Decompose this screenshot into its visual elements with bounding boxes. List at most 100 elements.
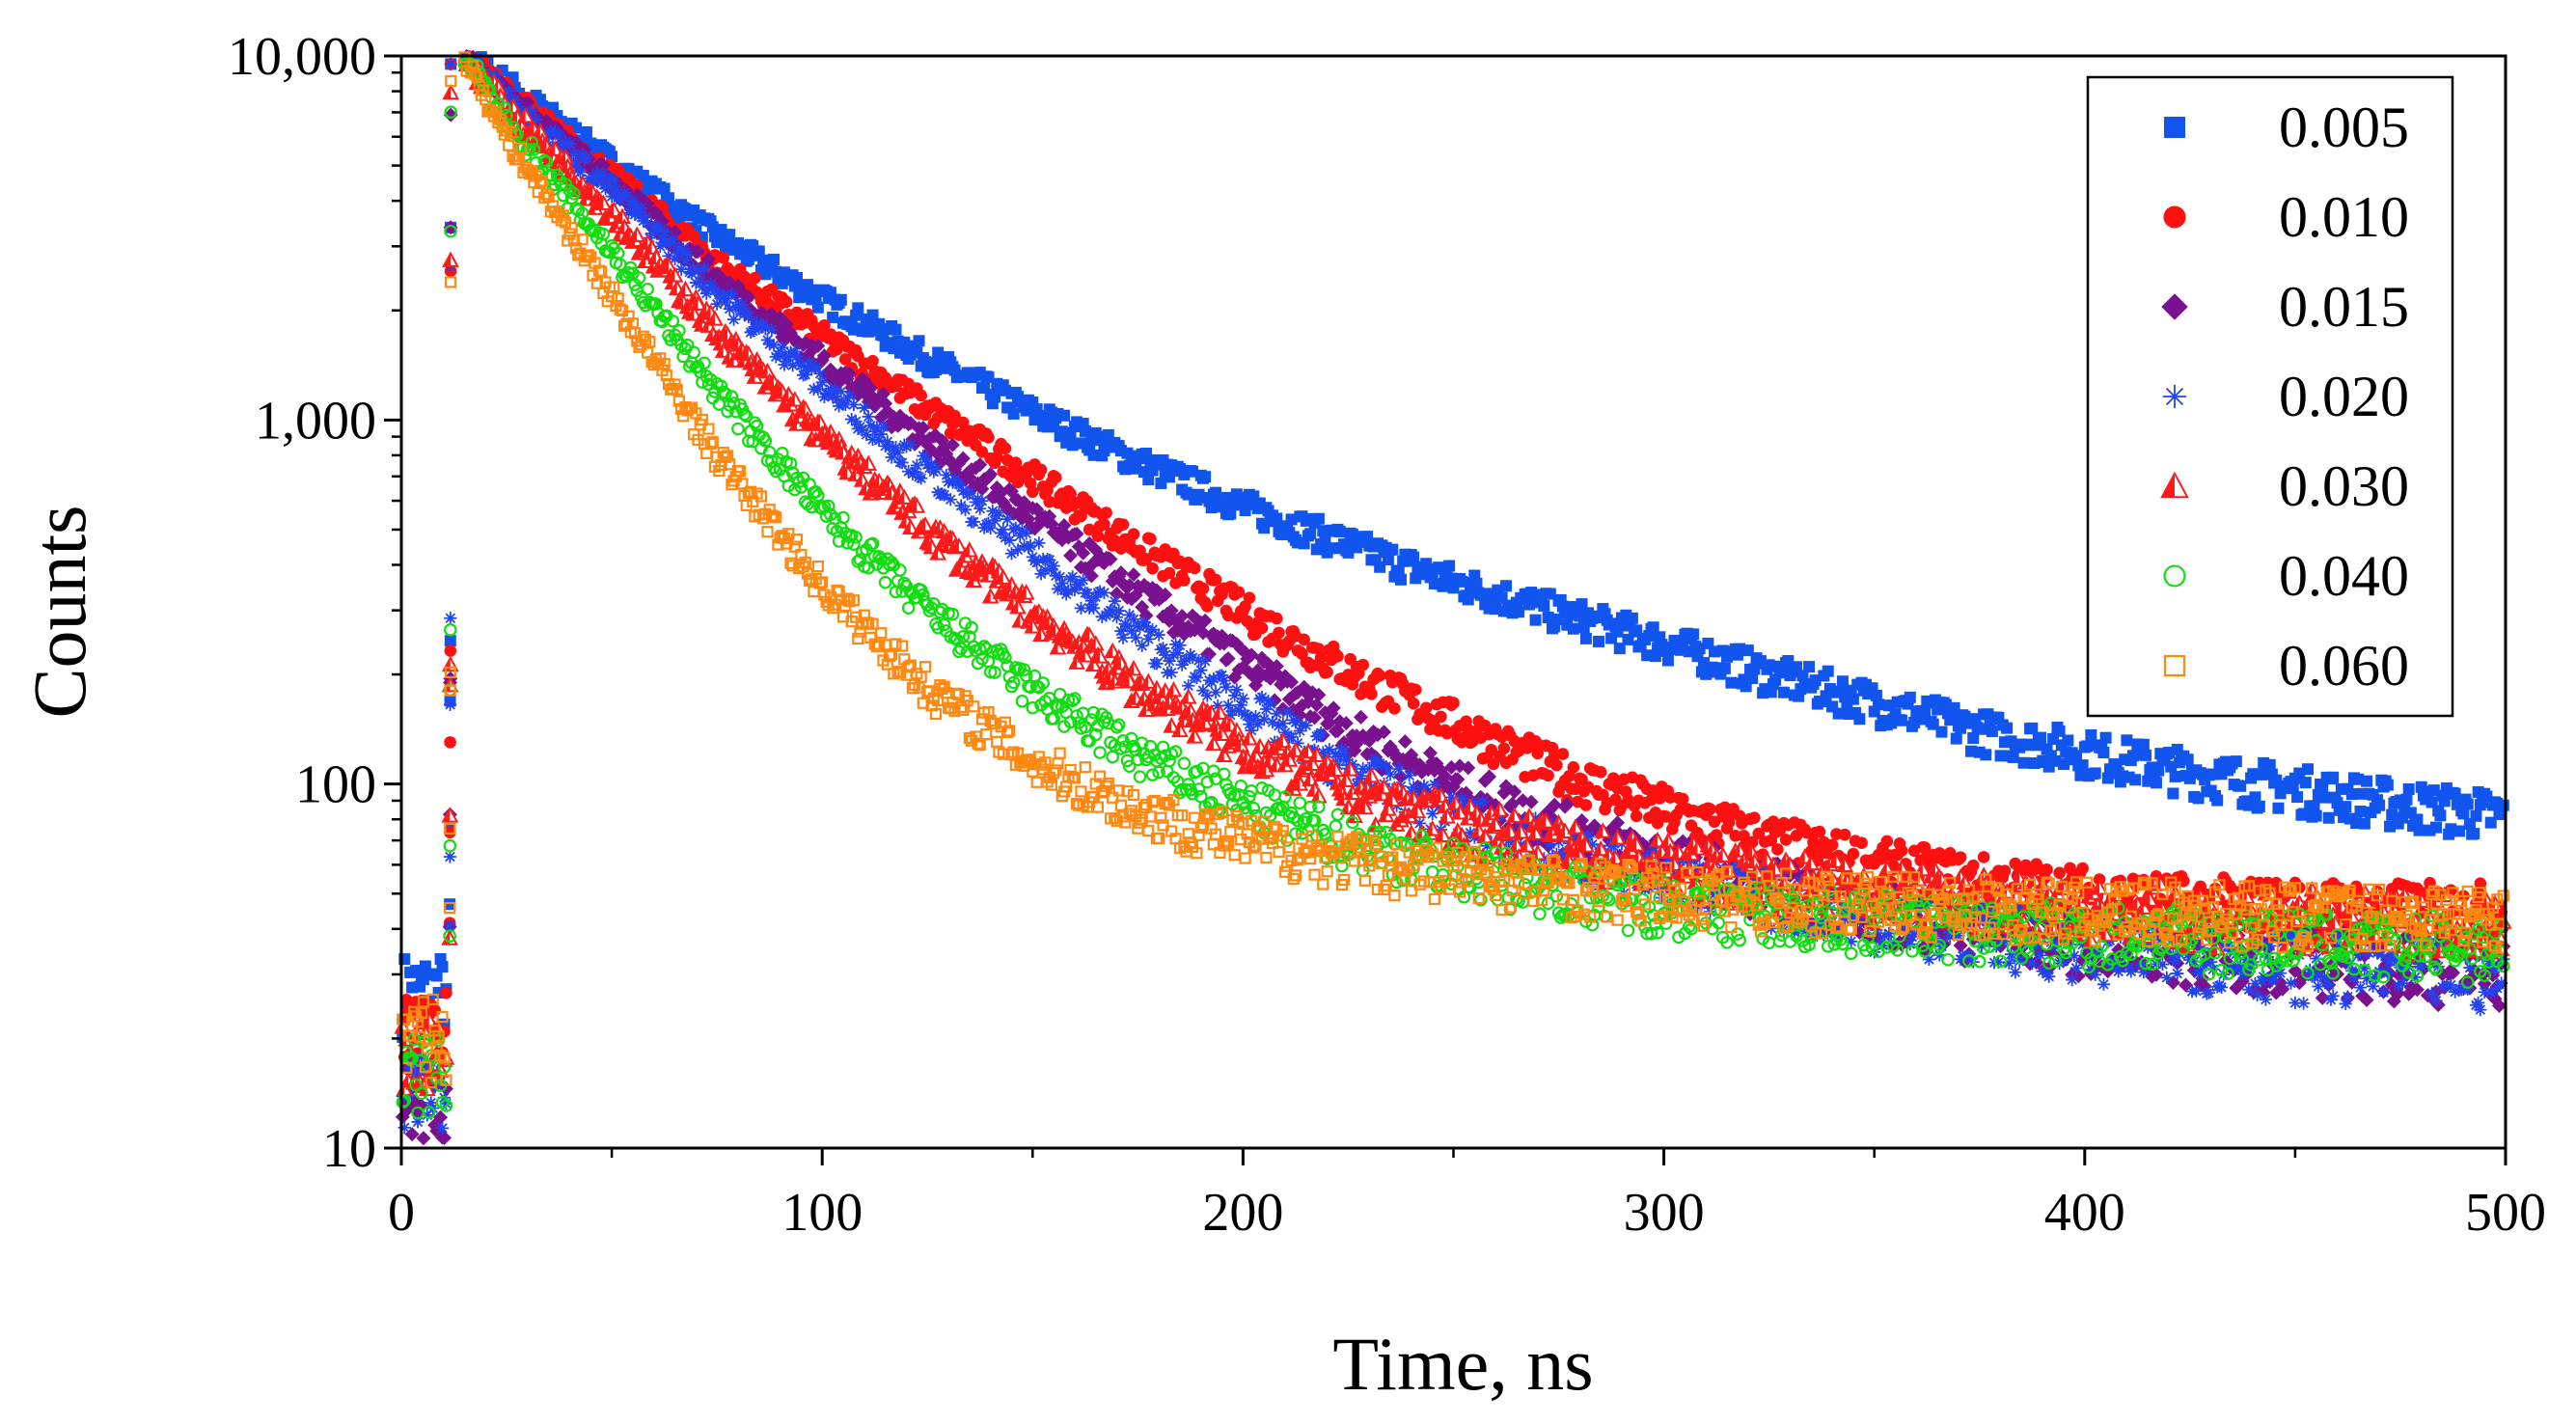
data-point	[1870, 689, 1882, 701]
data-point	[1626, 612, 1638, 624]
data-point	[1142, 474, 1155, 486]
data-point	[1779, 834, 1793, 846]
data-point	[1567, 761, 1580, 774]
data-point	[1529, 614, 1542, 626]
data-point	[999, 442, 1012, 455]
data-point	[2211, 794, 2224, 807]
data-point	[1443, 560, 1456, 572]
data-point	[2096, 977, 2111, 991]
data-point	[717, 251, 729, 264]
data-point	[1822, 665, 1834, 677]
data-point	[580, 125, 592, 138]
data-point	[607, 174, 620, 188]
data-point	[895, 456, 909, 470]
data-point	[1258, 522, 1271, 534]
data-point	[1384, 767, 1397, 781]
data-point	[2069, 961, 2083, 975]
data-point	[1447, 697, 1460, 709]
data-point	[1838, 828, 1851, 841]
data-point	[2400, 793, 2413, 806]
data-point	[658, 182, 671, 195]
data-point	[1064, 487, 1077, 501]
data-point	[2001, 722, 2014, 734]
data-point	[2041, 863, 2053, 876]
data-point	[1748, 811, 1761, 824]
data-point	[2202, 986, 2216, 1000]
data-point	[444, 736, 456, 749]
data-point	[1456, 575, 1468, 588]
data-point	[2253, 800, 2265, 812]
data-point	[2152, 764, 2165, 777]
data-point	[435, 1121, 450, 1135]
data-point	[1188, 561, 1201, 575]
data-point	[1216, 491, 1228, 504]
data-point	[1139, 552, 1153, 565]
data-point	[2026, 722, 2039, 734]
data-point	[753, 245, 765, 258]
data-point	[2230, 755, 2242, 768]
data-point	[2381, 779, 2394, 791]
data-point	[780, 295, 793, 309]
data-point	[1024, 538, 1037, 553]
data-point	[1201, 600, 1214, 613]
data-point	[1333, 526, 1346, 538]
data-point	[1791, 661, 1803, 673]
data-point	[2434, 809, 2447, 822]
data-point	[1579, 799, 1593, 811]
data-point	[1661, 654, 1674, 667]
data-point	[2318, 791, 2331, 804]
data-point	[1373, 669, 1386, 682]
data-point	[2297, 997, 2311, 1010]
data-point	[866, 309, 879, 321]
data-point	[2007, 751, 2019, 763]
data-point	[1407, 697, 1420, 710]
data-point	[2316, 781, 2329, 794]
data-point	[2167, 787, 2179, 800]
data-point	[1146, 561, 1159, 575]
data-point	[1965, 745, 1978, 757]
data-point	[1243, 591, 1256, 605]
data-point	[1718, 662, 1731, 674]
data-point	[1556, 748, 1570, 760]
data-point	[1312, 512, 1325, 525]
data-point	[2497, 799, 2509, 811]
data-point	[1049, 471, 1062, 484]
data-point	[2429, 994, 2443, 1007]
data-point	[1895, 844, 1908, 858]
data-point	[1255, 621, 1269, 635]
data-point	[1836, 675, 1849, 688]
data-point	[444, 612, 457, 625]
data-point	[2097, 747, 2110, 759]
data-point	[749, 271, 761, 285]
data-point	[1116, 631, 1130, 644]
data-point	[2474, 1002, 2487, 1017]
data-point	[1178, 574, 1191, 587]
data-point	[1152, 628, 1165, 642]
data-point	[2034, 731, 2046, 744]
data-point	[2361, 775, 2373, 787]
data-point	[1276, 717, 1290, 730]
data-point	[2327, 771, 2340, 783]
data-point	[2181, 753, 2194, 766]
data-point	[1896, 714, 1908, 726]
data-point	[1880, 835, 1894, 848]
data-point	[2449, 787, 2461, 800]
data-point	[1470, 577, 1483, 589]
data-point	[1513, 606, 1525, 618]
data-point	[681, 248, 695, 261]
data-point	[2453, 825, 2466, 837]
data-point	[1855, 836, 1868, 850]
data-point	[416, 1131, 431, 1146]
data-point	[1977, 851, 1990, 863]
data-point	[2089, 767, 2101, 780]
data-point	[913, 335, 925, 347]
data-point	[2322, 978, 2336, 992]
data-point	[1273, 626, 1285, 640]
data-point	[1576, 598, 1588, 611]
data-point	[1198, 654, 1212, 668]
data-point	[1847, 847, 1860, 861]
data-point	[2009, 966, 2022, 979]
data-point	[1382, 554, 1394, 566]
data-point	[2386, 808, 2398, 821]
